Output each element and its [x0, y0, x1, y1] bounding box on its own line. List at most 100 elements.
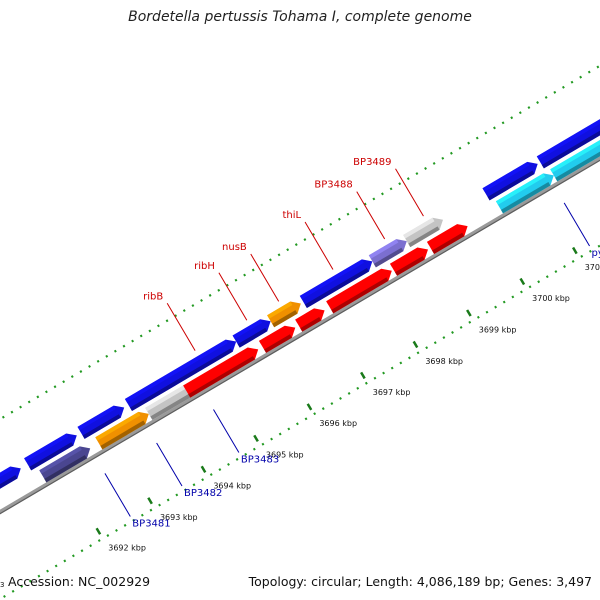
gene-feature-cyan[interactable]	[550, 124, 600, 182]
gene-shadow	[408, 226, 440, 248]
corner-fragment: 3	[0, 581, 5, 589]
label-leader	[218, 272, 248, 321]
gene-highlight	[495, 173, 546, 205]
topology-text: Topology: circular; Length: 4,086,189 bp…	[248, 574, 592, 589]
gene-body[interactable]	[390, 247, 428, 276]
tick-mark	[360, 371, 366, 380]
label-leader	[563, 202, 590, 247]
gene-label-bp3483: BP3483	[241, 455, 279, 466]
gene-body[interactable]	[95, 411, 149, 450]
gene-features[interactable]	[0, 81, 600, 505]
gene-shadow	[304, 268, 369, 308]
tick-mark	[200, 465, 207, 473]
gene-body[interactable]	[145, 384, 196, 420]
accession-text: Accession: NC_002929	[8, 574, 151, 589]
gene-body[interactable]	[295, 308, 325, 332]
gene-body[interactable]	[368, 239, 407, 268]
gene-highlight	[124, 376, 166, 403]
gene-feature-slate[interactable]	[39, 446, 91, 483]
tick-mark	[572, 246, 578, 255]
gene-feature-orange[interactable]	[267, 301, 301, 328]
label-leader	[304, 221, 334, 270]
tick-label: 3700 kbp	[532, 294, 570, 303]
gene-shadow	[100, 420, 146, 450]
gene-feature-red[interactable]	[390, 247, 428, 276]
label-leader	[156, 442, 183, 487]
gene-body[interactable]	[39, 446, 91, 483]
genome-backbone	[0, 156, 600, 515]
gene-body[interactable]	[183, 347, 259, 398]
gene-body[interactable]	[24, 433, 77, 471]
gene-body[interactable]	[77, 405, 125, 439]
inner-dotted-ring	[0, 244, 600, 600]
gene-feature-red[interactable]	[259, 325, 296, 353]
gene-highlight	[427, 224, 460, 246]
gene-label-bp3481: BP3481	[132, 518, 170, 529]
gene-highlight	[183, 347, 250, 389]
tick-label: 3693 kbp	[160, 513, 198, 522]
gene-feature-red[interactable]	[295, 308, 325, 332]
gene-feature-blue[interactable]	[0, 466, 21, 505]
gene-label-ribh: ribH	[194, 261, 215, 272]
gene-feature-gray[interactable]	[145, 384, 196, 420]
gene-shadow	[432, 232, 465, 254]
gene-body[interactable]	[326, 268, 392, 314]
gene-highlight	[145, 384, 187, 412]
gene-shadow	[130, 384, 171, 411]
gene-body[interactable]	[124, 376, 175, 411]
gene-body[interactable]	[267, 301, 301, 328]
gene-feature-orange[interactable]	[95, 411, 149, 450]
gene-body[interactable]	[259, 325, 296, 353]
gene-feature-blue[interactable]	[299, 259, 373, 308]
gene-feature-red[interactable]	[183, 347, 259, 398]
gene-feature-blue[interactable]	[163, 339, 237, 389]
gene-shadow	[555, 151, 600, 182]
gene-body[interactable]	[427, 224, 468, 254]
gene-feature-gray[interactable]	[403, 217, 443, 248]
gene-label-bp3489: BP3489	[353, 157, 391, 168]
gene-highlight	[267, 301, 293, 319]
tick-label: 3695 kbp	[266, 451, 304, 460]
gene-highlight	[482, 161, 530, 192]
gene-body[interactable]	[232, 319, 271, 348]
gene-labels: ribB ribH nusB thiL BP3488 BP3489 BP3481 BP3482…	[104, 157, 600, 529]
gene-highlight	[24, 433, 69, 462]
gene-body[interactable]	[299, 259, 373, 308]
gene-highlight	[259, 325, 287, 345]
tick-label: 3701 kbp	[585, 263, 600, 272]
gene-label-nusb: nusB	[222, 242, 247, 253]
gene-feature-lavender[interactable]	[368, 239, 407, 268]
tick-mark	[147, 497, 153, 505]
backbone-line	[0, 156, 600, 515]
gene-shadow	[82, 414, 121, 439]
gene-highlight	[403, 217, 435, 239]
gene-feature-blue[interactable]	[124, 376, 175, 411]
gene-feature-blue[interactable]	[77, 405, 125, 439]
gene-shadow	[29, 442, 74, 471]
gene-feature-cyan[interactable]	[495, 173, 554, 214]
gene-body[interactable]	[163, 339, 237, 389]
gene-feature-red[interactable]	[326, 268, 392, 314]
gene-feature-red[interactable]	[427, 224, 468, 254]
gene-shadow	[395, 256, 425, 276]
gene-feature-blue[interactable]	[24, 433, 77, 471]
gene-shadow	[0, 475, 18, 489]
gene-label-bp3488: BP3488	[314, 180, 352, 191]
gene-highlight	[368, 239, 399, 259]
gene-highlight	[0, 466, 13, 478]
label-leader	[395, 168, 424, 217]
gene-shadow	[373, 247, 404, 268]
gene-feature-blue[interactable]	[536, 114, 600, 169]
gene-feature-blue[interactable]	[232, 319, 271, 348]
gene-shadow	[501, 182, 551, 214]
gene-highlight	[77, 405, 116, 431]
gene-feature-blue[interactable]	[482, 161, 538, 201]
label-leader	[356, 191, 386, 240]
gene-label-thil: thiL	[282, 210, 301, 221]
gene-body[interactable]	[403, 217, 443, 248]
tick-label: 3696 kbp	[319, 419, 357, 428]
gene-body[interactable]	[482, 161, 538, 201]
gene-body[interactable]	[495, 173, 554, 214]
gene-shadow	[237, 327, 268, 348]
